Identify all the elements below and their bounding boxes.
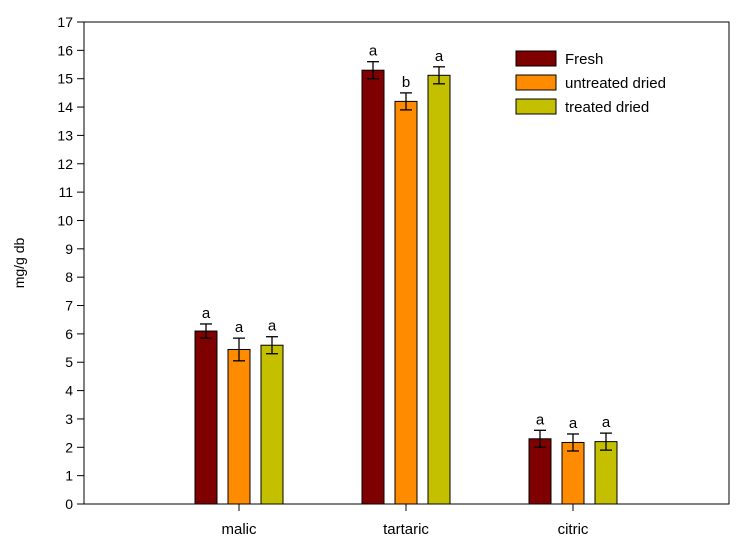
legend-label: Fresh xyxy=(565,51,603,68)
significance-letter: a xyxy=(569,415,578,432)
y-tick-label: 5 xyxy=(65,354,73,370)
y-tick-label: 9 xyxy=(65,241,73,257)
legend-swatch xyxy=(515,74,557,91)
bar xyxy=(594,441,618,505)
legend-label: treated dried xyxy=(565,99,649,116)
y-tick-label: 13 xyxy=(57,127,73,143)
y-tick-label: 10 xyxy=(57,212,73,228)
bars: a a a a b a a a a xyxy=(194,43,618,505)
x-tick-label: malic xyxy=(221,521,257,538)
legend-swatch xyxy=(515,98,557,115)
y-tick-label: 4 xyxy=(65,383,73,399)
bar xyxy=(194,330,218,505)
bar xyxy=(528,438,552,505)
significance-letter: a xyxy=(268,318,277,335)
y-tick-label: 1 xyxy=(65,468,73,484)
bar xyxy=(394,100,418,505)
significance-letter: b xyxy=(402,74,410,91)
y-tick-label: 15 xyxy=(57,71,73,87)
y-axis-title: mg/g db xyxy=(11,237,27,288)
bar xyxy=(260,344,284,505)
y-tick-label: 6 xyxy=(65,326,73,342)
x-axis: malic tartaric citric xyxy=(221,504,589,538)
legend-label: untreated dried xyxy=(565,75,666,92)
bar xyxy=(561,441,585,505)
x-tick-label: citric xyxy=(558,521,589,538)
significance-letter: a xyxy=(536,411,545,428)
y-tick-label: 3 xyxy=(65,411,73,427)
significance-letter: a xyxy=(435,48,444,65)
significance-letter: a xyxy=(235,319,244,336)
y-tick-label: 2 xyxy=(65,439,73,455)
y-tick-label: 14 xyxy=(57,99,73,115)
y-tick-label: 7 xyxy=(65,298,73,314)
y-tick-label: 11 xyxy=(58,184,73,200)
x-tick-label: tartaric xyxy=(383,521,429,538)
significance-letter: a xyxy=(602,414,611,431)
significance-letter: a xyxy=(202,305,211,322)
y-tick-label: 12 xyxy=(57,156,73,172)
legend: Fresh untreated dried treated dried xyxy=(515,50,666,116)
bar xyxy=(361,69,385,505)
y-tick-label: 16 xyxy=(57,42,73,58)
bar xyxy=(227,348,251,505)
y-tick-label: 17 xyxy=(57,14,73,30)
legend-swatch xyxy=(515,50,557,67)
y-tick-label: 0 xyxy=(65,496,73,512)
significance-letter: a xyxy=(369,43,378,60)
y-tick-label: 8 xyxy=(65,269,73,285)
bar xyxy=(427,74,451,505)
